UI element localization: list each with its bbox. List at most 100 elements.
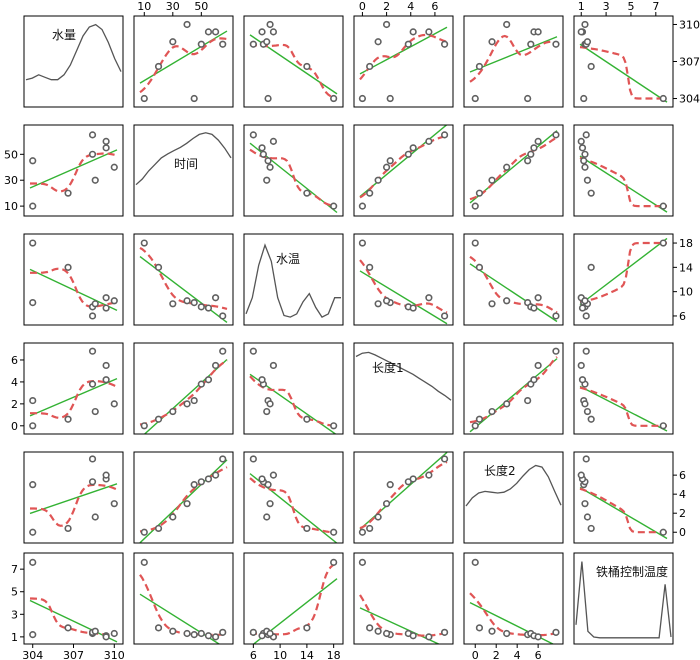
regression-line-5-4	[469, 601, 555, 644]
smoother-curve-0-5	[579, 46, 667, 100]
bottom-tick-label-4-0: 0	[472, 649, 479, 660]
data-point-5-2-6	[258, 632, 266, 640]
data-point-1-2-2	[303, 189, 311, 197]
panel-border-1-5	[573, 124, 674, 217]
data-point-2-0-2	[64, 263, 72, 271]
data-point-3-5-4	[582, 347, 590, 355]
data-point-5-4-0	[471, 558, 479, 566]
data-point-5-1-1	[190, 631, 198, 639]
data-point-3-0-2	[64, 415, 72, 423]
regression-line-2-0	[29, 268, 118, 312]
data-point-1-0-2	[64, 189, 72, 197]
data-point-4-0-1	[29, 481, 37, 489]
data-point-0-1-7	[211, 28, 220, 36]
data-point-0-2-0	[330, 94, 338, 103]
data-point-0-1-1	[190, 94, 198, 103]
top-tick-label-3-3: 6	[431, 0, 438, 13]
data-point-2-4-2	[475, 263, 484, 271]
data-point-5-4-5	[488, 627, 496, 635]
data-point-0-1-4	[219, 40, 227, 48]
data-point-2-4-7	[534, 294, 542, 302]
data-point-0-1-5	[169, 38, 177, 46]
data-point-2-3-5	[374, 300, 382, 308]
data-point-5-0-0	[29, 558, 37, 566]
data-point-0-4-8	[503, 20, 511, 29]
regression-line-3-4	[469, 358, 558, 433]
top-tick-label-5-1: 3	[603, 0, 610, 13]
smoother-curve-3-5	[579, 386, 667, 427]
data-point-3-4-7	[534, 361, 542, 370]
right-tick-label-0-0: 304	[679, 93, 700, 106]
data-point-1-4-3	[527, 150, 535, 158]
panel-border-0-2	[243, 15, 344, 108]
right-tick-label-2-3: 18	[679, 237, 693, 250]
data-point-5-4-8	[503, 629, 511, 638]
data-point-0-2-8	[266, 20, 274, 29]
data-point-2-4-4	[552, 312, 560, 320]
regression-line-3-5	[579, 385, 668, 432]
data-point-5-3-2	[366, 624, 374, 632]
bottom-tick-label-4-3: 6	[535, 649, 542, 660]
smoother-curve-0-1	[139, 37, 228, 94]
data-point-1-5-6	[578, 144, 587, 152]
smoother-curve-0-2	[249, 43, 338, 100]
data-point-5-0-1	[29, 631, 37, 639]
data-point-0-4-5	[488, 38, 496, 46]
data-point-2-5-4	[582, 312, 590, 320]
smoother-curve-4-0	[30, 483, 118, 527]
data-point-1-4-7	[534, 137, 542, 145]
regression-line-4-3	[359, 452, 448, 530]
data-point-4-1-4	[219, 455, 227, 463]
data-point-4-0-2	[64, 524, 72, 533]
data-point-5-4-2	[475, 624, 484, 632]
panel-border-0-1	[133, 15, 234, 108]
data-point-4-5-4	[582, 455, 590, 463]
bottom-tick-label-4-2: 4	[514, 649, 521, 660]
data-point-1-2-6	[258, 144, 266, 152]
data-point-0-4-2	[475, 62, 484, 71]
data-point-0-3-1	[386, 94, 394, 103]
data-point-2-5-8	[581, 297, 589, 305]
regression-line-0-4	[469, 36, 558, 73]
data-point-2-3-8	[382, 297, 391, 305]
data-point-4-1-7	[211, 471, 220, 479]
data-point-0-3-4	[440, 40, 449, 48]
smoother-curve-1-0	[30, 152, 118, 193]
bottom-tick-label-2-1: 10	[273, 649, 287, 660]
smoother-curve-0-3	[359, 33, 448, 81]
data-point-3-5-7	[577, 361, 585, 370]
data-point-1-4-8	[503, 163, 511, 171]
regression-line-1-3	[359, 125, 448, 198]
regression-line-5-3	[359, 607, 441, 644]
data-point-1-3-2	[366, 189, 374, 197]
data-point-3-4-1	[524, 396, 532, 405]
data-point-4-2-7	[269, 471, 278, 479]
data-point-0-5-2	[587, 62, 595, 71]
right-tick-label-4-1: 2	[679, 507, 686, 520]
panel-border-3-1	[133, 342, 234, 435]
regression-line-2-4	[469, 263, 558, 323]
data-point-1-3-4	[440, 131, 449, 139]
data-point-3-1-5	[169, 407, 177, 416]
right-tick-label-2-0: 6	[679, 310, 686, 323]
density-curve-3	[355, 351, 452, 401]
density-curve-4	[465, 464, 562, 507]
smoother-curve-2-0	[30, 267, 118, 308]
panel-border-3-2	[243, 342, 344, 435]
panel-border-1-2	[243, 124, 344, 217]
data-point-2-3-2	[366, 263, 374, 271]
data-point-0-4-1	[524, 94, 532, 103]
data-point-2-0-5	[91, 300, 99, 308]
smoother-curve-3-2	[249, 375, 338, 427]
data-point-0-1-3	[197, 40, 205, 48]
data-point-3-1-0	[140, 422, 148, 430]
panel-border-5-1	[133, 552, 234, 645]
data-point-4-3-2	[366, 524, 374, 533]
data-point-4-3-0	[358, 528, 367, 536]
data-point-2-0-6	[102, 304, 110, 312]
data-point-3-5-8	[581, 400, 589, 408]
panel-border-1-3	[353, 124, 454, 217]
data-point-1-2-0	[330, 202, 338, 210]
data-point-0-3-6	[409, 28, 417, 36]
data-point-3-0-6	[102, 376, 110, 384]
